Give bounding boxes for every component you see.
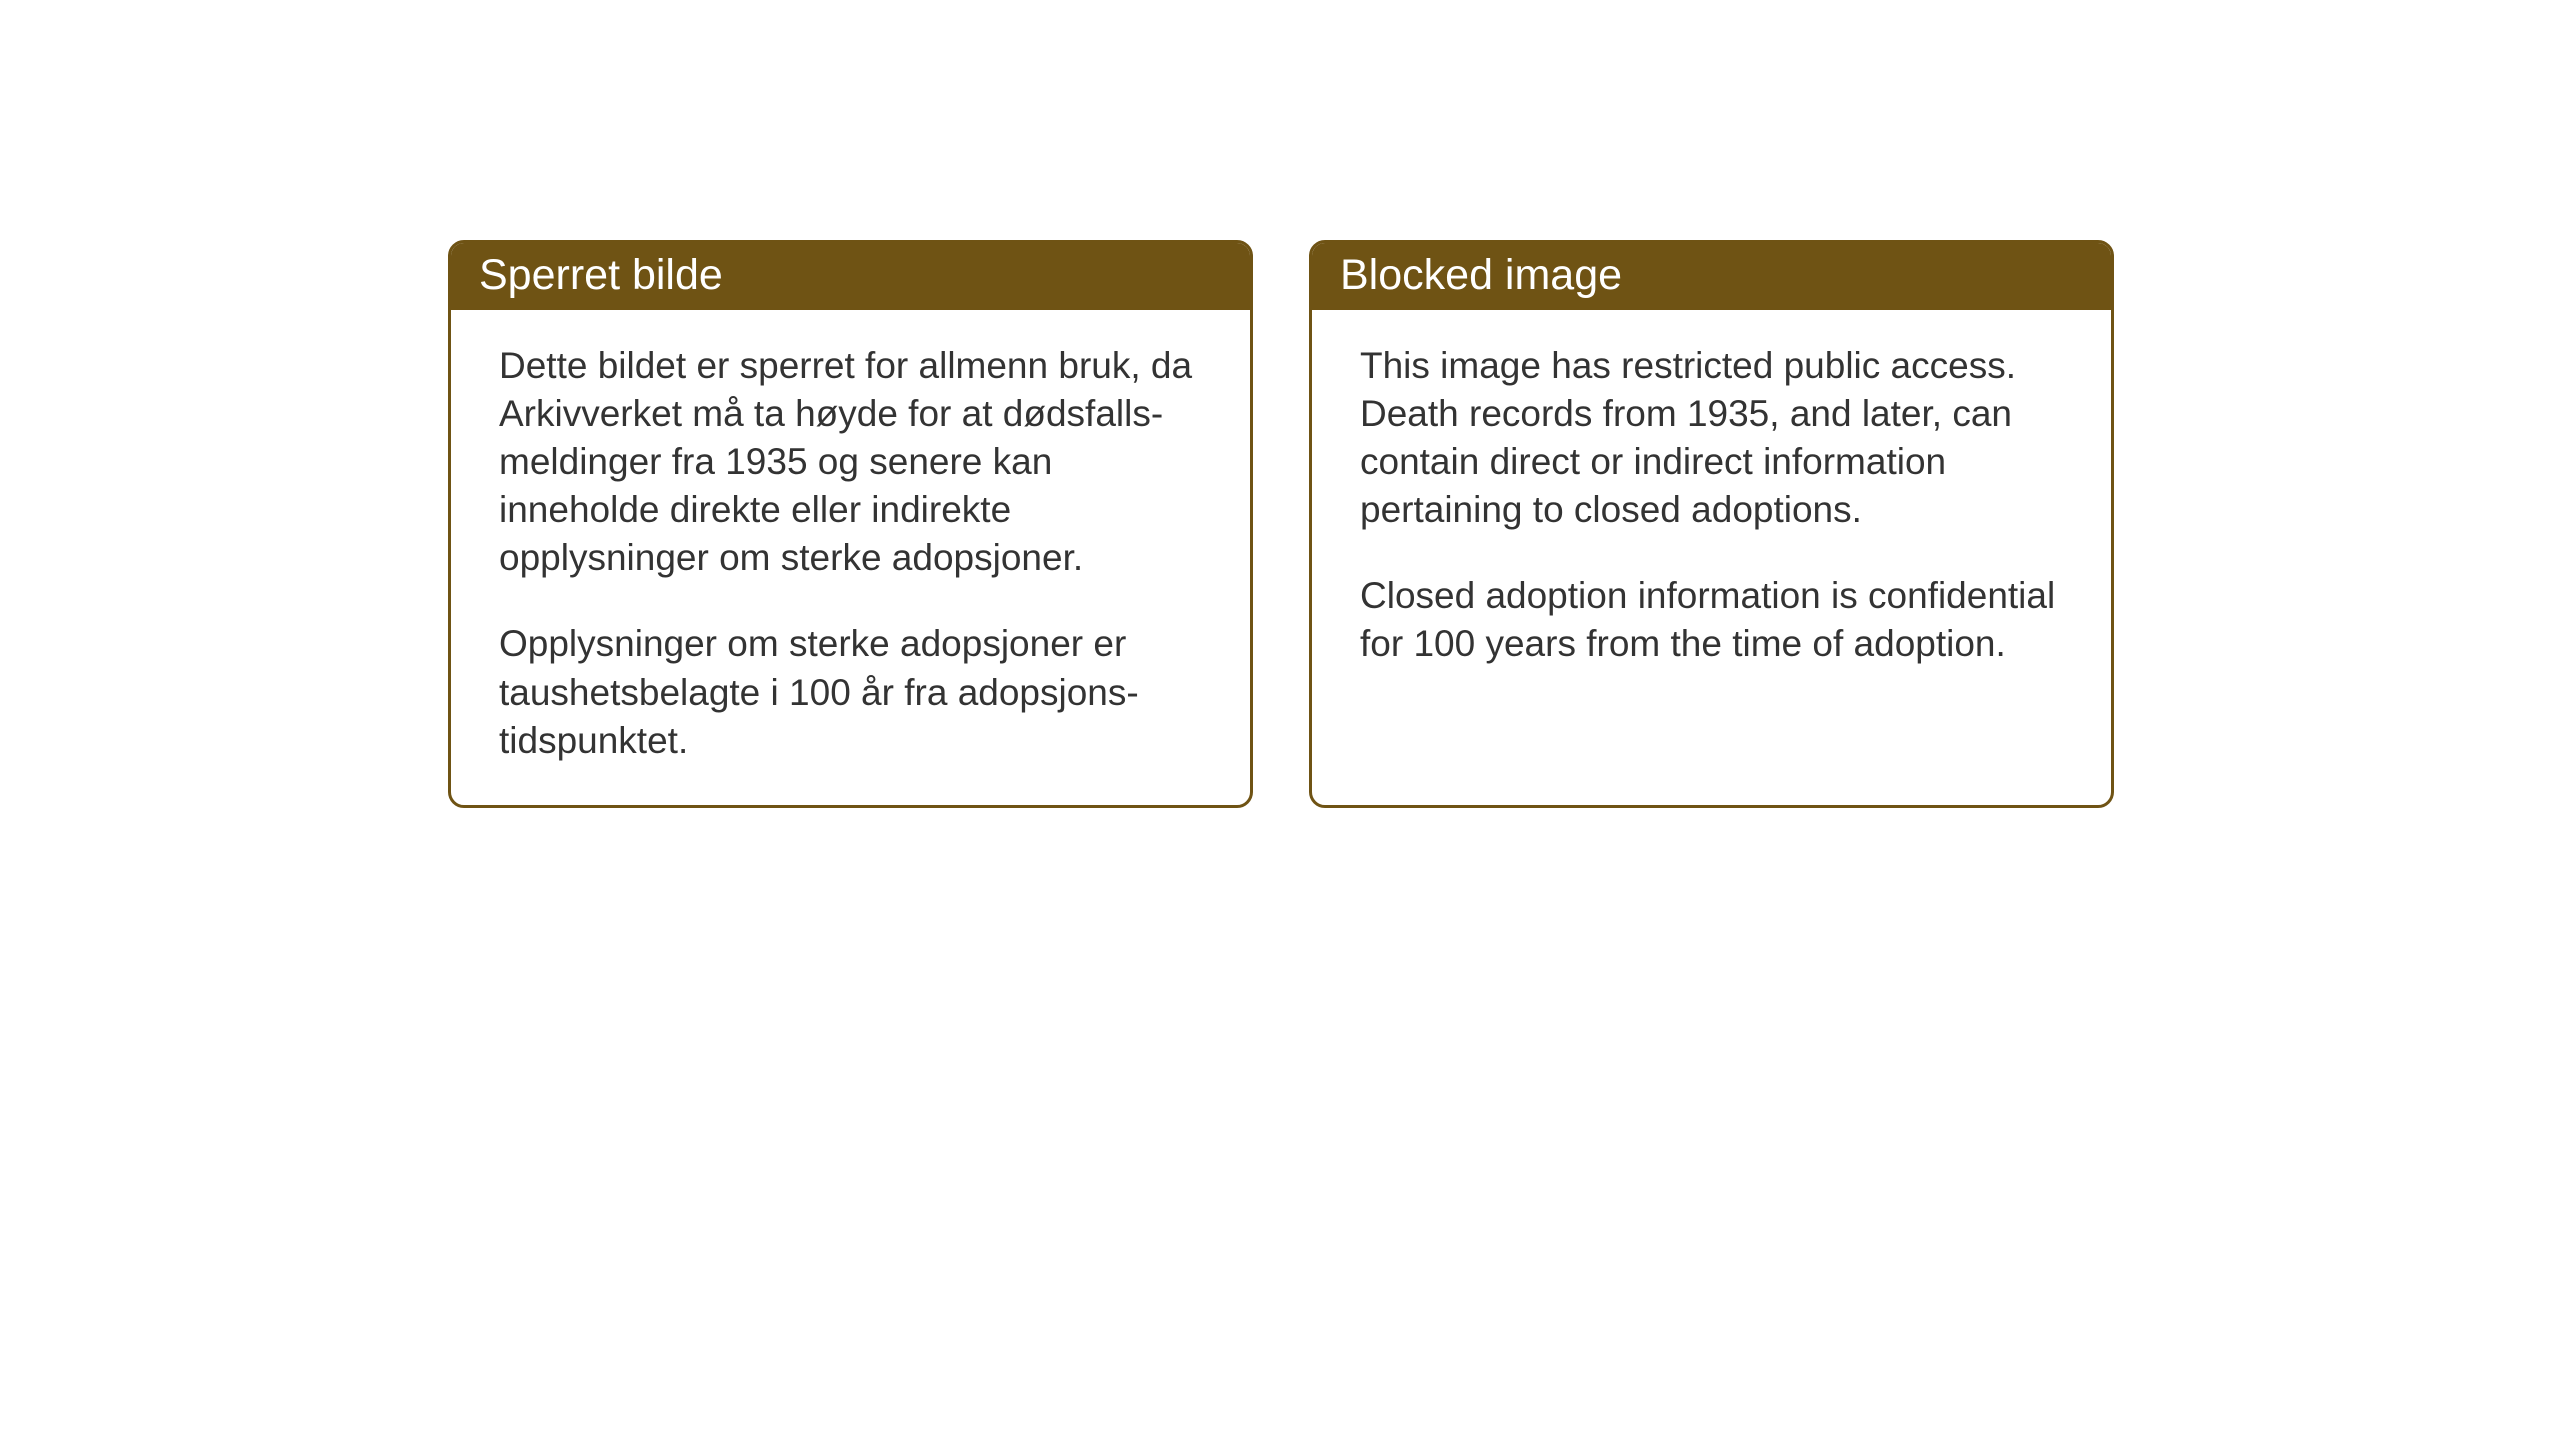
- english-paragraph-2: Closed adoption information is confident…: [1360, 572, 2063, 668]
- norwegian-notice-card: Sperret bilde Dette bildet er sperret fo…: [448, 240, 1253, 808]
- english-notice-card: Blocked image This image has restricted …: [1309, 240, 2114, 808]
- english-card-title: Blocked image: [1312, 243, 2111, 310]
- norwegian-card-title: Sperret bilde: [451, 243, 1250, 310]
- english-paragraph-1: This image has restricted public access.…: [1360, 342, 2063, 534]
- notice-cards-container: Sperret bilde Dette bildet er sperret fo…: [448, 240, 2114, 808]
- english-card-body: This image has restricted public access.…: [1312, 310, 2111, 730]
- norwegian-card-body: Dette bildet er sperret for allmenn bruk…: [451, 310, 1250, 805]
- norwegian-paragraph-1: Dette bildet er sperret for allmenn bruk…: [499, 342, 1202, 582]
- norwegian-paragraph-2: Opplysninger om sterke adopsjoner er tau…: [499, 620, 1202, 764]
